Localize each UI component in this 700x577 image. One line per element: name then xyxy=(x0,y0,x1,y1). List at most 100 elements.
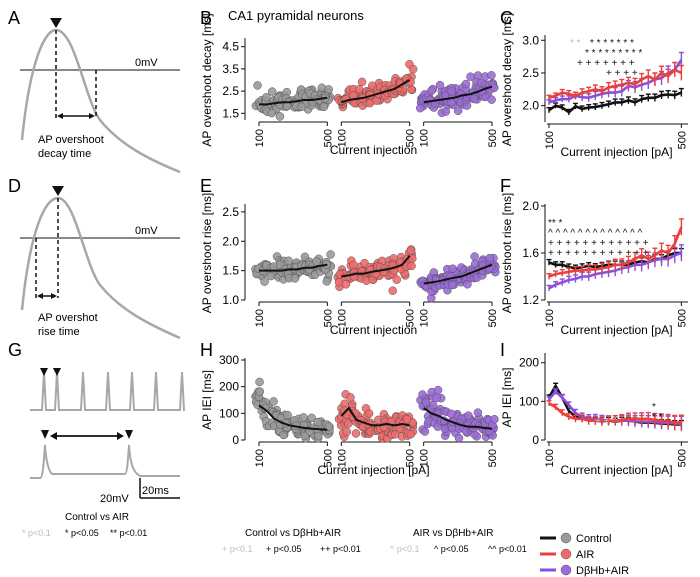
y-tick-label: 1.5 xyxy=(222,106,239,120)
y-tick-label: 2.0 xyxy=(522,199,539,213)
y-axis-label: AP overshoot rise [ms] xyxy=(200,193,214,314)
sig-mark: * * * * * * * xyxy=(590,38,634,49)
sig3-item: ^^ p<0.01 xyxy=(488,544,527,554)
sig3-item: ^ p<0.05 xyxy=(434,544,469,554)
spike-arrowhead xyxy=(53,368,61,376)
peak-arrowhead xyxy=(52,186,64,196)
data-point xyxy=(357,77,367,87)
y-tick-label: 200 xyxy=(519,356,539,370)
data-point xyxy=(490,414,499,424)
x-axis-label: Current injection [pA] xyxy=(560,145,672,159)
y-axis-label: AP IEI [ms] xyxy=(200,370,214,430)
data-point xyxy=(267,87,277,96)
data-point xyxy=(416,103,425,113)
data-point xyxy=(324,85,333,94)
sig-mark: ** * xyxy=(548,218,563,229)
sig-mark: * * xyxy=(570,38,581,49)
panel-letter-e: E xyxy=(200,176,212,196)
sig3-title: AIR vs DβHb+AIR xyxy=(413,528,494,539)
sig-mark: + + + + + + + + + + + + xyxy=(548,248,649,259)
y-axis-label: AP IEI [ms] xyxy=(500,368,514,428)
y-tick-label: 0 xyxy=(532,433,539,447)
y-tick-label: 1.0 xyxy=(222,293,239,307)
panel-letter-i: I xyxy=(500,340,505,360)
y-tick-label: 2.5 xyxy=(522,66,539,80)
sig-mark: * * xyxy=(652,412,663,423)
data-point xyxy=(322,277,332,286)
legend-marker xyxy=(560,532,572,544)
x-tick-label: 500 xyxy=(487,129,499,147)
data-point xyxy=(260,277,269,286)
panel-letter-g: G xyxy=(8,340,22,360)
mean-line xyxy=(259,96,328,106)
panel-letter-f: F xyxy=(500,176,511,196)
schematic-g: 20mV 20ms xyxy=(30,368,185,505)
data-point xyxy=(487,95,496,104)
panel-letter-c: C xyxy=(500,8,513,28)
sig-marks-c: * * * * * * * * * * * * * * * * * * + + … xyxy=(570,38,642,79)
data-point xyxy=(428,400,438,410)
data-point xyxy=(283,410,292,420)
chart-f-rise-mean: 1.2 1.6 2.0 AP overshoot rise [ms] Current i… xyxy=(500,193,688,337)
peak-arrowhead xyxy=(50,18,62,28)
data-point xyxy=(406,429,416,439)
data-point xyxy=(364,409,374,418)
data-point xyxy=(307,413,316,423)
x-axis-label: Current injection xyxy=(330,323,417,337)
spike-arrowhead xyxy=(125,430,133,439)
x-tick-label: 500 xyxy=(405,309,417,327)
caption-line2: rise time xyxy=(38,326,80,338)
x-axis-label: Current injection [pA] xyxy=(317,463,429,477)
data-point xyxy=(402,414,412,424)
data-point xyxy=(266,271,276,281)
caption-line1: AP overshoot xyxy=(38,134,104,146)
data-point xyxy=(275,112,285,121)
zero-label: 0mV xyxy=(135,225,158,237)
data-point xyxy=(461,79,471,89)
panel-letter-d: D xyxy=(8,176,21,196)
data-point xyxy=(487,71,496,80)
data-point xyxy=(349,260,358,270)
data-point xyxy=(418,390,427,399)
x-tick-label: 100 xyxy=(336,449,348,467)
series-line xyxy=(548,91,682,114)
y-tick-label: 0 xyxy=(232,433,239,447)
x-tick-label: 100 xyxy=(336,129,348,147)
mean-line xyxy=(423,263,493,285)
data-point xyxy=(283,101,292,111)
sig3-item: ^ p<0.1 xyxy=(390,544,420,554)
sig-mark: * * * * * * * * * xyxy=(585,48,642,59)
caption-line1: AP overshot xyxy=(38,312,98,324)
spike-arrowhead xyxy=(40,368,48,376)
group-legend: Control AIR DβHb+AIR xyxy=(540,532,629,577)
data-point xyxy=(447,409,456,419)
schematic-d: 0mV AP overshot rise time xyxy=(20,186,181,340)
mean-line xyxy=(423,85,493,104)
data-point xyxy=(297,102,306,112)
data-point xyxy=(469,94,479,104)
data-point xyxy=(388,286,397,295)
arrowhead xyxy=(37,293,43,299)
y-tick-label: 1.2 xyxy=(522,293,539,307)
data-point xyxy=(342,427,352,437)
ap-trace xyxy=(20,28,181,174)
panel-letter-b: B xyxy=(200,8,212,28)
x-tick-label: 500 xyxy=(322,129,334,147)
y-tick-label: 2.5 xyxy=(222,205,239,219)
arrowhead xyxy=(89,113,95,119)
arrowhead xyxy=(117,432,124,440)
data-point xyxy=(346,393,355,402)
data-point xyxy=(473,408,483,417)
data-point xyxy=(432,393,441,403)
y-tick-label: 100 xyxy=(519,394,539,408)
mean-line xyxy=(423,407,493,430)
x-axis-label: Current injection [pA] xyxy=(560,463,672,477)
series-line xyxy=(548,68,682,100)
sig-mark: + + + + + + + xyxy=(577,58,635,69)
sig-mark: + + + + + + + + + + + + xyxy=(548,238,649,249)
x-tick-label: 500 xyxy=(676,309,688,327)
data-point xyxy=(435,80,445,90)
x-tick-label: 100 xyxy=(254,309,266,327)
data-point xyxy=(313,417,323,427)
